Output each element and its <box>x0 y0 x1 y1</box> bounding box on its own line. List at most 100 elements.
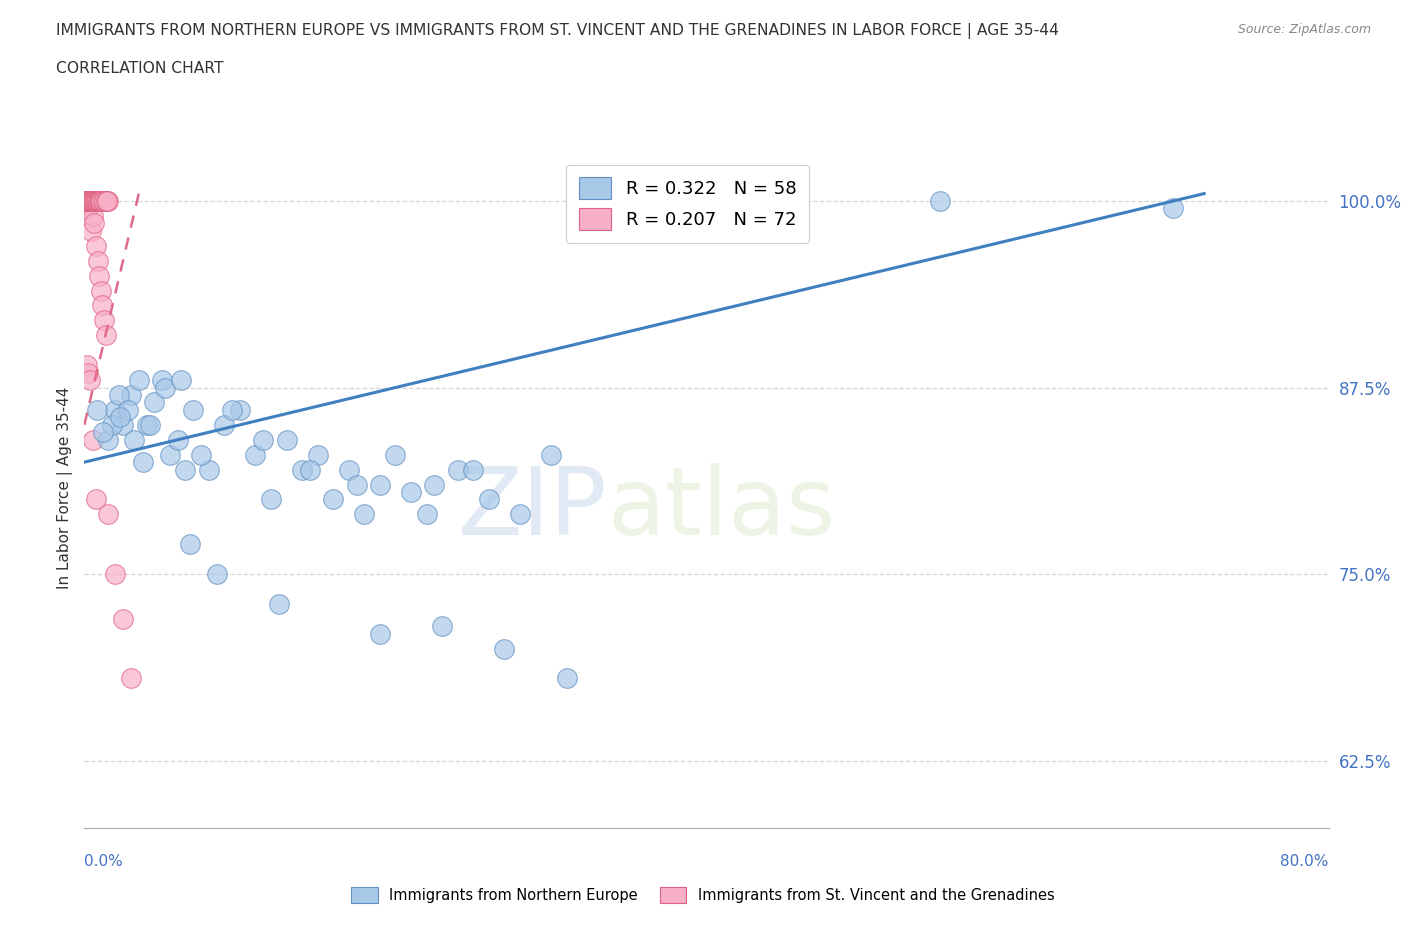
Point <box>86 193 108 208</box>
Text: Source: ZipAtlas.com: Source: ZipAtlas.com <box>1237 23 1371 36</box>
Point <box>89 193 111 208</box>
Point <box>179 537 201 551</box>
Point <box>76 193 98 208</box>
Point <box>143 395 166 410</box>
Point <box>132 455 155 470</box>
Point <box>77 365 100 380</box>
Point <box>353 507 375 522</box>
Point <box>84 193 107 208</box>
Point <box>150 373 173 388</box>
Point <box>86 193 108 208</box>
Point <box>166 432 188 447</box>
Point <box>90 283 112 298</box>
Point <box>86 253 108 268</box>
Point <box>77 193 100 208</box>
Point <box>77 193 100 208</box>
Point <box>155 380 177 395</box>
Point <box>91 298 114 312</box>
Point <box>120 671 142 686</box>
Point <box>112 418 135 432</box>
Point <box>86 193 108 208</box>
Point <box>307 447 329 462</box>
Point <box>555 671 578 686</box>
Point <box>104 403 127 418</box>
Point <box>205 566 228 581</box>
Point <box>79 193 101 208</box>
Point <box>97 432 120 447</box>
Point <box>87 193 110 208</box>
Point <box>108 410 131 425</box>
Point <box>423 477 446 492</box>
Point <box>84 193 107 208</box>
Point <box>368 626 391 641</box>
Point <box>84 193 107 208</box>
Point <box>84 238 107 253</box>
Point <box>79 193 101 208</box>
Legend: R = 0.322   N = 58, R = 0.207   N = 72: R = 0.322 N = 58, R = 0.207 N = 72 <box>567 165 808 243</box>
Point <box>76 193 98 208</box>
Point <box>91 425 114 440</box>
Point <box>87 193 110 208</box>
Point <box>221 403 243 418</box>
Point <box>91 193 114 208</box>
Point <box>80 193 103 208</box>
Point <box>117 403 139 418</box>
Point <box>89 193 111 208</box>
Point <box>291 462 314 477</box>
Point <box>75 193 97 208</box>
Point <box>76 358 98 373</box>
Point <box>93 313 115 328</box>
Y-axis label: In Labor Force | Age 35-44: In Labor Force | Age 35-44 <box>58 387 73 590</box>
Point <box>260 492 283 507</box>
Point <box>478 492 501 507</box>
Point <box>82 193 104 208</box>
Point <box>90 193 112 208</box>
Point <box>90 193 112 208</box>
Point <box>252 432 274 447</box>
Point <box>322 492 344 507</box>
Point <box>337 462 360 477</box>
Point <box>91 193 114 208</box>
Point <box>83 193 105 208</box>
Point <box>276 432 298 447</box>
Point <box>128 373 150 388</box>
Point <box>135 418 157 432</box>
Point <box>79 193 101 208</box>
Point <box>181 403 204 418</box>
Point <box>245 447 267 462</box>
Point <box>368 477 391 492</box>
Point <box>94 193 117 208</box>
Point <box>267 596 290 611</box>
Point <box>415 507 437 522</box>
Point <box>174 462 197 477</box>
Point <box>346 477 368 492</box>
Point <box>509 507 531 522</box>
Point <box>89 268 111 283</box>
Text: ZIP: ZIP <box>457 462 607 554</box>
Point <box>91 193 114 208</box>
Point <box>90 193 112 208</box>
Point <box>928 193 950 208</box>
Point <box>120 388 142 403</box>
Point <box>84 193 107 208</box>
Point <box>1161 201 1184 216</box>
Point <box>75 193 97 208</box>
Point <box>214 418 236 432</box>
Point <box>93 193 115 208</box>
Text: IMMIGRANTS FROM NORTHERN EUROPE VS IMMIGRANTS FROM ST. VINCENT AND THE GRENADINE: IMMIGRANTS FROM NORTHERN EUROPE VS IMMIG… <box>56 23 1059 39</box>
Text: 0.0%: 0.0% <box>84 854 124 869</box>
Point <box>93 193 115 208</box>
Point <box>76 201 98 216</box>
Point <box>80 193 103 208</box>
Point <box>82 208 104 223</box>
Point <box>107 388 129 403</box>
Point <box>101 418 124 432</box>
Point <box>86 193 108 208</box>
Point <box>170 373 193 388</box>
Point <box>540 447 562 462</box>
Point <box>82 193 104 208</box>
Point <box>87 193 110 208</box>
Point <box>104 566 127 581</box>
Point <box>83 193 105 208</box>
Point <box>89 193 111 208</box>
